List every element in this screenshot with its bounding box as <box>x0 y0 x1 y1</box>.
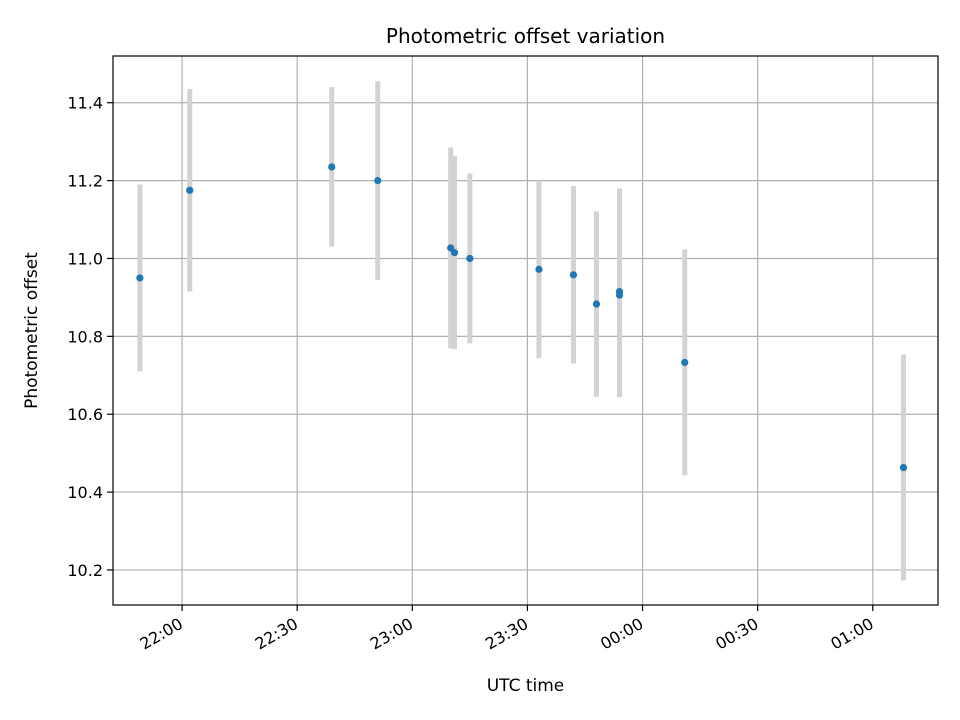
y-tick-label: 11.4 <box>67 94 103 113</box>
data-points <box>136 163 908 472</box>
data-point <box>466 254 474 263</box>
data-point <box>328 163 336 171</box>
grid <box>113 56 938 605</box>
y-tick-label: 10.4 <box>67 483 103 502</box>
y-tick-label: 10.2 <box>67 561 103 580</box>
data-point <box>136 274 144 282</box>
data-point <box>592 300 601 308</box>
data-point <box>535 265 543 273</box>
y-axis-ticks: 10.2 10.4 10.6 10.8 11.0 11.2 11.4 <box>67 94 113 580</box>
y-tick-label: 11.0 <box>67 249 103 268</box>
data-point <box>899 463 908 472</box>
chart-title: Photometric offset variation <box>386 24 665 48</box>
data-point <box>569 271 578 279</box>
data-point <box>450 249 459 257</box>
x-axis-label: UTC time <box>487 676 565 696</box>
data-point <box>374 176 382 185</box>
data-point <box>186 186 194 194</box>
y-tick-label: 10.6 <box>67 405 103 424</box>
data-point <box>615 291 624 299</box>
y-tick-label: 11.2 <box>67 172 103 191</box>
y-tick-label: 10.8 <box>67 327 103 346</box>
plot-frame <box>112 55 939 606</box>
y-axis-label: Photometric offset <box>22 252 42 409</box>
data-point <box>681 358 689 367</box>
